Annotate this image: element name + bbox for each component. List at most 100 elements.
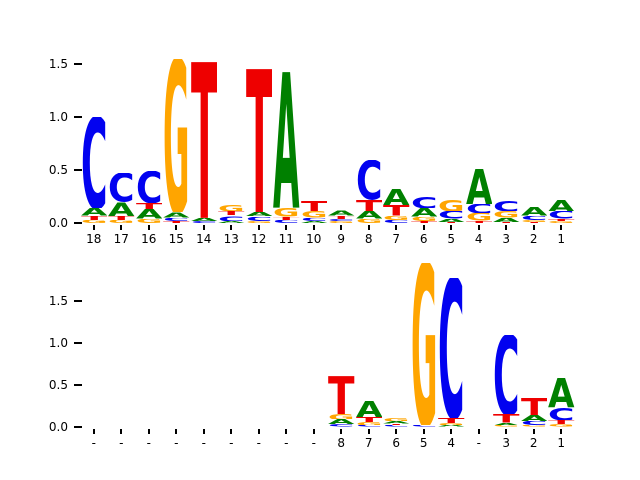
x-tick-label: 7 [364,436,373,450]
svg-text:T: T [328,216,355,219]
logo-letter-T: T [108,216,135,220]
logo-letter-G: G [493,211,520,217]
logo-letter-C: C [81,117,108,208]
svg-text:G: G [548,221,575,223]
logo-letter-A: A [81,208,108,215]
x-tick-label: - [146,436,151,450]
logo-letter-G: G [218,205,245,211]
x-tick-mark [257,225,260,230]
logo-letter-C: C [191,221,218,223]
logo-letter-T: T [218,211,245,215]
svg-text:A: A [438,425,465,427]
svg-text:T: T [411,221,438,223]
logo-letter-C: C [411,197,438,209]
svg-text:G: G [548,424,575,427]
x-tick-mark [230,225,233,230]
svg-text:G: G [466,213,493,220]
svg-text:G: G [411,263,438,425]
logo-letter-A: A [218,221,245,223]
svg-text:A: A [218,221,245,223]
x-tick-mark [422,225,425,230]
x-tick-label: - [119,436,124,450]
x-tick-label: 13 [223,232,239,246]
svg-text:A: A [493,218,520,222]
x-tick-label: 6 [392,436,401,450]
svg-text:G: G [246,221,273,223]
logo-letter-C: C [438,278,465,417]
x-tick-mark [175,429,178,434]
x-tick-label: 4 [474,232,483,246]
svg-text:T: T [108,216,135,220]
x-tick-label: - [229,436,234,450]
logo-letter-G: G [108,220,135,223]
svg-text:A: A [438,219,465,222]
svg-text:G: G [521,425,548,427]
x-tick-mark [532,225,535,230]
svg-text:T: T [493,222,520,223]
logo-letter-G: G [301,211,328,217]
x-tick-mark [312,429,315,434]
svg-text:A: A [328,210,355,215]
logo-letter-T: T [81,216,108,220]
svg-text:C: C [493,201,520,212]
svg-text:A: A [191,218,218,221]
svg-text:T: T [383,205,410,216]
svg-text:A: A [548,378,575,407]
svg-text:C: C [356,160,383,199]
logo-letter-G: G [521,425,548,427]
x-tick-mark [560,429,563,434]
svg-text:T: T [548,420,575,424]
x-tick-mark [120,429,123,434]
x-tick-label: 3 [502,232,511,246]
svg-text:T: T [438,418,465,423]
logo-letter-G: G [246,221,273,223]
logo-letter-T: T [356,417,383,422]
svg-text:C: C [383,220,410,223]
logo-letter-G: G [411,217,438,221]
x-tick-label: 7 [392,232,401,246]
logo-letter-C: C [108,173,135,202]
x-tick-mark [312,225,315,230]
svg-text:G: G [81,220,108,223]
svg-text:A: A [81,208,108,215]
logo-letter-C: C [356,425,383,427]
svg-text:C: C [493,335,520,415]
x-tick-label: 5 [447,232,456,246]
logo-letter-C: C [411,425,438,427]
logo-letter-G: G [383,418,410,421]
x-tick-mark [285,225,288,230]
logo-letter-T: T [493,414,520,422]
logo-letter-T: T [136,203,163,209]
svg-text:G: G [218,205,245,211]
x-tick-mark [340,225,343,230]
y-tick-label: 1.5 [48,57,68,71]
svg-text:A: A [521,415,548,421]
svg-text:T: T [493,414,520,422]
logo-letter-T: T [301,201,328,212]
x-tick-label: - [174,436,179,450]
logo-letter-A: A [438,425,465,427]
x-tick-label: 10 [306,232,322,246]
logo-letter-T: T [521,398,548,415]
x-tick-label: 14 [196,232,212,246]
svg-text:T: T [548,219,575,221]
x-tick-label: 8 [364,232,373,246]
logo-letter-T: T [438,222,465,223]
logo-letter-A: A [356,211,383,218]
logo-letter-C: C [438,211,465,218]
x-tick-label: 15 [168,232,184,246]
svg-text:A: A [521,207,548,215]
logo-letter-A: A [328,419,355,424]
x-tick-label: 6 [419,232,428,246]
logo-letter-A: A [246,212,273,216]
y-tick-label: 0.5 [48,378,68,392]
svg-text:A: A [548,200,575,212]
x-tick-mark [505,225,508,230]
svg-text:C: C [163,218,190,221]
svg-text:C: C [521,216,548,220]
logo-letter-C: C [136,171,163,203]
logo-letter-C: C [548,211,575,218]
svg-text:G: G [521,220,548,222]
